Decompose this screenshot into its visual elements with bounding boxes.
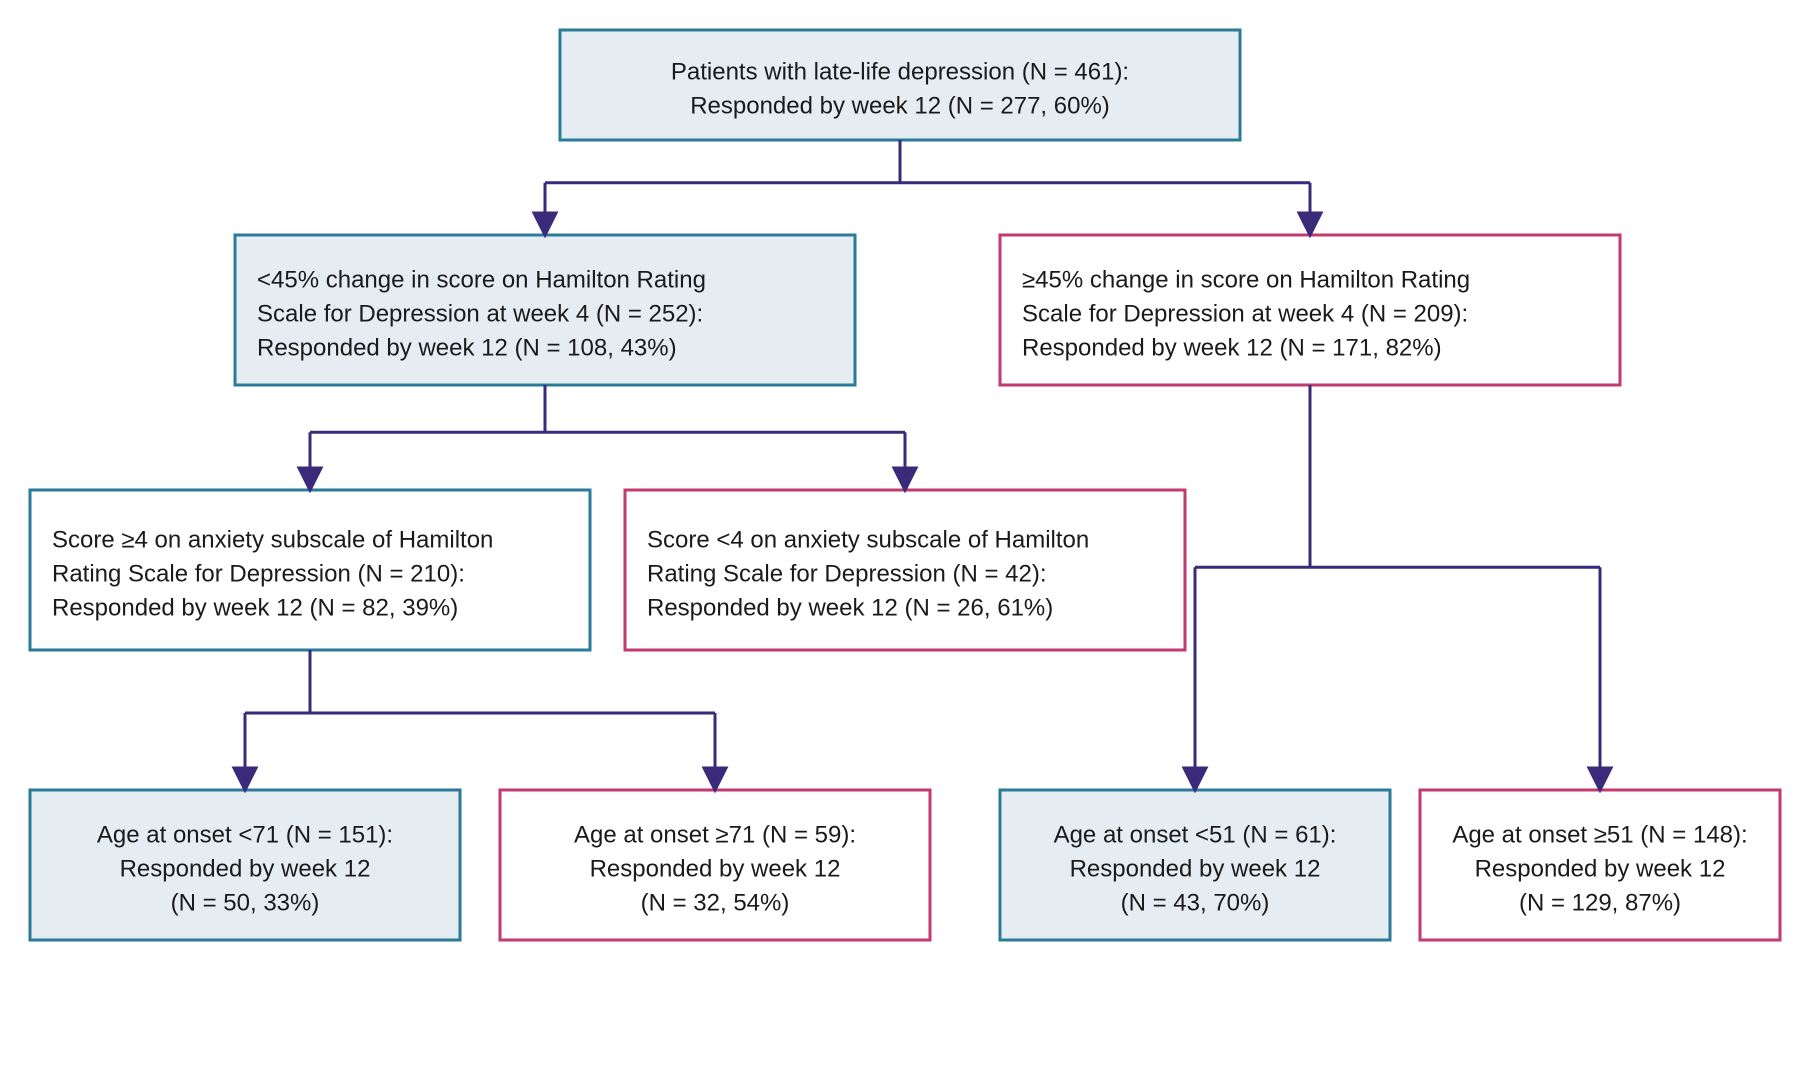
- node-text: Age at onset ≥51 (N = 148):: [1452, 821, 1747, 848]
- node-text: ≥45% change in score on Hamilton Rating: [1022, 266, 1470, 293]
- node-text: Scale for Depression at week 4 (N = 209)…: [1022, 300, 1468, 327]
- node-text: (N = 50, 33%): [171, 889, 320, 916]
- node-text: Age at onset ≥71 (N = 59):: [574, 821, 856, 848]
- node-ge45: ≥45% change in score on Hamilton Rating S…: [1000, 235, 1620, 385]
- node-text: Patients with late-life depression (N = …: [671, 58, 1129, 85]
- node-text: Age at onset <71 (N = 151):: [97, 821, 393, 848]
- node-text: (N = 129, 87%): [1519, 889, 1681, 916]
- node-text: Responded by week 12: [120, 855, 371, 882]
- node-age_ge51: Age at onset ≥51 (N = 148): Responded by …: [1420, 790, 1780, 940]
- node-text: Scale for Depression at week 4 (N = 252)…: [257, 300, 703, 327]
- node-text: Responded by week 12 (N = 26, 61%): [647, 594, 1053, 621]
- node-age_ge71: Age at onset ≥71 (N = 59): Responded by w…: [500, 790, 930, 940]
- node-text: Responded by week 12 (N = 82, 39%): [52, 594, 458, 621]
- node-age_lt51: Age at onset <51 (N = 61): Responded by w…: [1000, 790, 1390, 940]
- node-anx_ge4: Score ≥4 on anxiety subscale of Hamilton…: [30, 490, 590, 650]
- node-text: Responded by week 12 (N = 108, 43%): [257, 334, 677, 361]
- node-text: Responded by week 12: [590, 855, 841, 882]
- node-text: Responded by week 12: [1070, 855, 1321, 882]
- node-text: Responded by week 12 (N = 277, 60%): [690, 92, 1110, 119]
- flowchart: Patients with late-life depression (N = …: [0, 0, 1800, 1083]
- node-lt45: <45% change in score on Hamilton Rating S…: [235, 235, 855, 385]
- node-text: Rating Scale for Depression (N = 42):: [647, 560, 1047, 587]
- node-root: Patients with late-life depression (N = …: [560, 30, 1240, 140]
- node-text: Age at onset <51 (N = 61):: [1054, 821, 1337, 848]
- node-text: (N = 43, 70%): [1121, 889, 1270, 916]
- node-text: Responded by week 12: [1475, 855, 1726, 882]
- node-text: Score ≥4 on anxiety subscale of Hamilton: [52, 526, 493, 553]
- node-anx_lt4: Score <4 on anxiety subscale of Hamilton…: [625, 490, 1185, 650]
- node-age_lt71: Age at onset <71 (N = 151): Responded by …: [30, 790, 460, 940]
- node-text: Rating Scale for Depression (N = 210):: [52, 560, 465, 587]
- node-text: Responded by week 12 (N = 171, 82%): [1022, 334, 1442, 361]
- node-text: Score <4 on anxiety subscale of Hamilton: [647, 526, 1089, 553]
- node-text: <45% change in score on Hamilton Rating: [257, 266, 706, 293]
- node-text: (N = 32, 54%): [641, 889, 790, 916]
